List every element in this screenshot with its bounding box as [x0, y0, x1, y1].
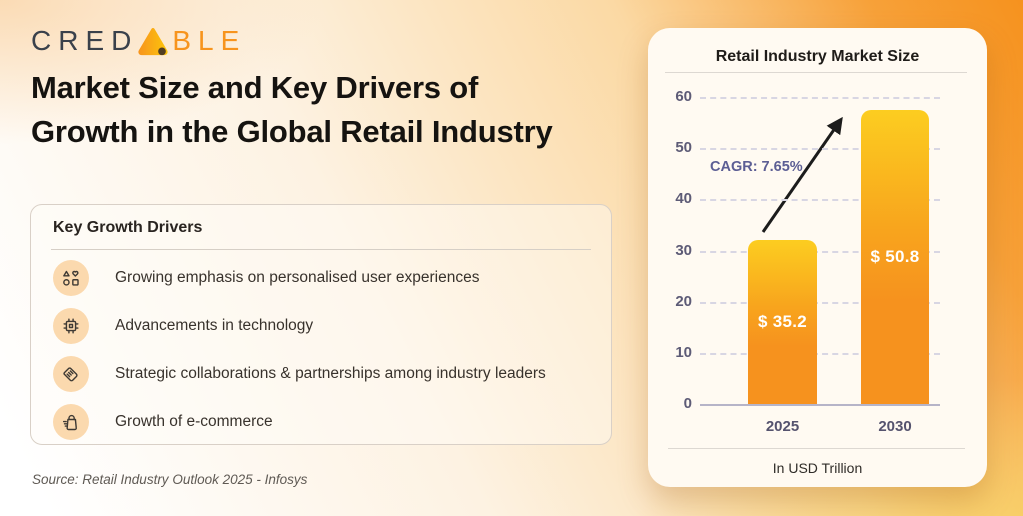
chart-bottom-divider [668, 448, 965, 449]
credable-logo: CRED BLE [31, 26, 246, 56]
y-tick-label: 20 [675, 292, 692, 310]
shopping-bag-icon [53, 404, 89, 440]
driver-row-technology: Advancements in technology [53, 308, 589, 344]
source-citation: Source: Retail Industry Outlook 2025 - I… [32, 472, 308, 487]
x-axis-baseline [700, 404, 940, 406]
bar-2025: $ 35.2 [748, 240, 817, 404]
shapes-icon [53, 260, 89, 296]
y-tick-label: 0 [683, 395, 692, 412]
key-growth-drivers-card: Key Growth Drivers Growing emphasis on p… [30, 204, 612, 445]
gridline [700, 148, 940, 151]
cagr-annotation: CAGR: 7.65% [710, 159, 803, 175]
gridline [700, 301, 940, 304]
page-title: Market Size and Key Drivers of Growth in… [31, 70, 553, 150]
handshake-icon [53, 356, 89, 392]
bar-2030: $ 50.8 [861, 109, 929, 404]
credable-a-mark-icon [138, 28, 168, 56]
drivers-card-heading: Key Growth Drivers [53, 219, 203, 236]
chart-plot: CAGR: 7.65% 60 50 40 30 20 10 0 $ 35.2 2025 $ 50.… [648, 28, 987, 487]
cpu-chip-icon [53, 308, 89, 344]
y-tick-label: 60 [675, 88, 692, 105]
gridline [700, 250, 940, 253]
driver-label: Strategic collaborations & partnerships … [115, 365, 546, 382]
y-tick-label: 40 [675, 190, 692, 208]
logo-text-ble: BLE [172, 25, 247, 56]
market-size-chart-card: Retail Industry Market Size CAGR: 7.65% … [648, 28, 987, 487]
driver-label: Growth of e-commerce [115, 413, 273, 430]
chart-title: Retail Industry Market Size [715, 48, 920, 65]
gridline [700, 199, 940, 202]
bar-value-label: $ 35.2 [757, 312, 808, 332]
logo-text-cred: CRED [31, 25, 139, 56]
chart-title-divider [665, 72, 967, 73]
drivers-card-divider [51, 249, 591, 250]
x-category-label: 2025 [765, 418, 800, 435]
driver-row-collaborations: Strategic collaborations & partnerships … [53, 356, 589, 392]
driver-label: Advancements in technology [115, 317, 314, 334]
driver-row-ecommerce: Growth of e-commerce [53, 404, 589, 440]
y-tick-label: 30 [675, 241, 692, 259]
driver-row-personalisation: Growing emphasis on personalised user ex… [53, 260, 589, 296]
y-tick-label: 10 [675, 343, 692, 361]
bar-value-label: $ 50.8 [870, 246, 920, 266]
chart-unit-label: In USD Trillion [772, 460, 863, 476]
x-category-label: 2030 [878, 418, 912, 435]
gridline [700, 97, 940, 99]
gridline [700, 352, 940, 355]
driver-label: Growing emphasis on personalised user ex… [115, 269, 480, 286]
y-tick-label: 50 [675, 139, 692, 157]
